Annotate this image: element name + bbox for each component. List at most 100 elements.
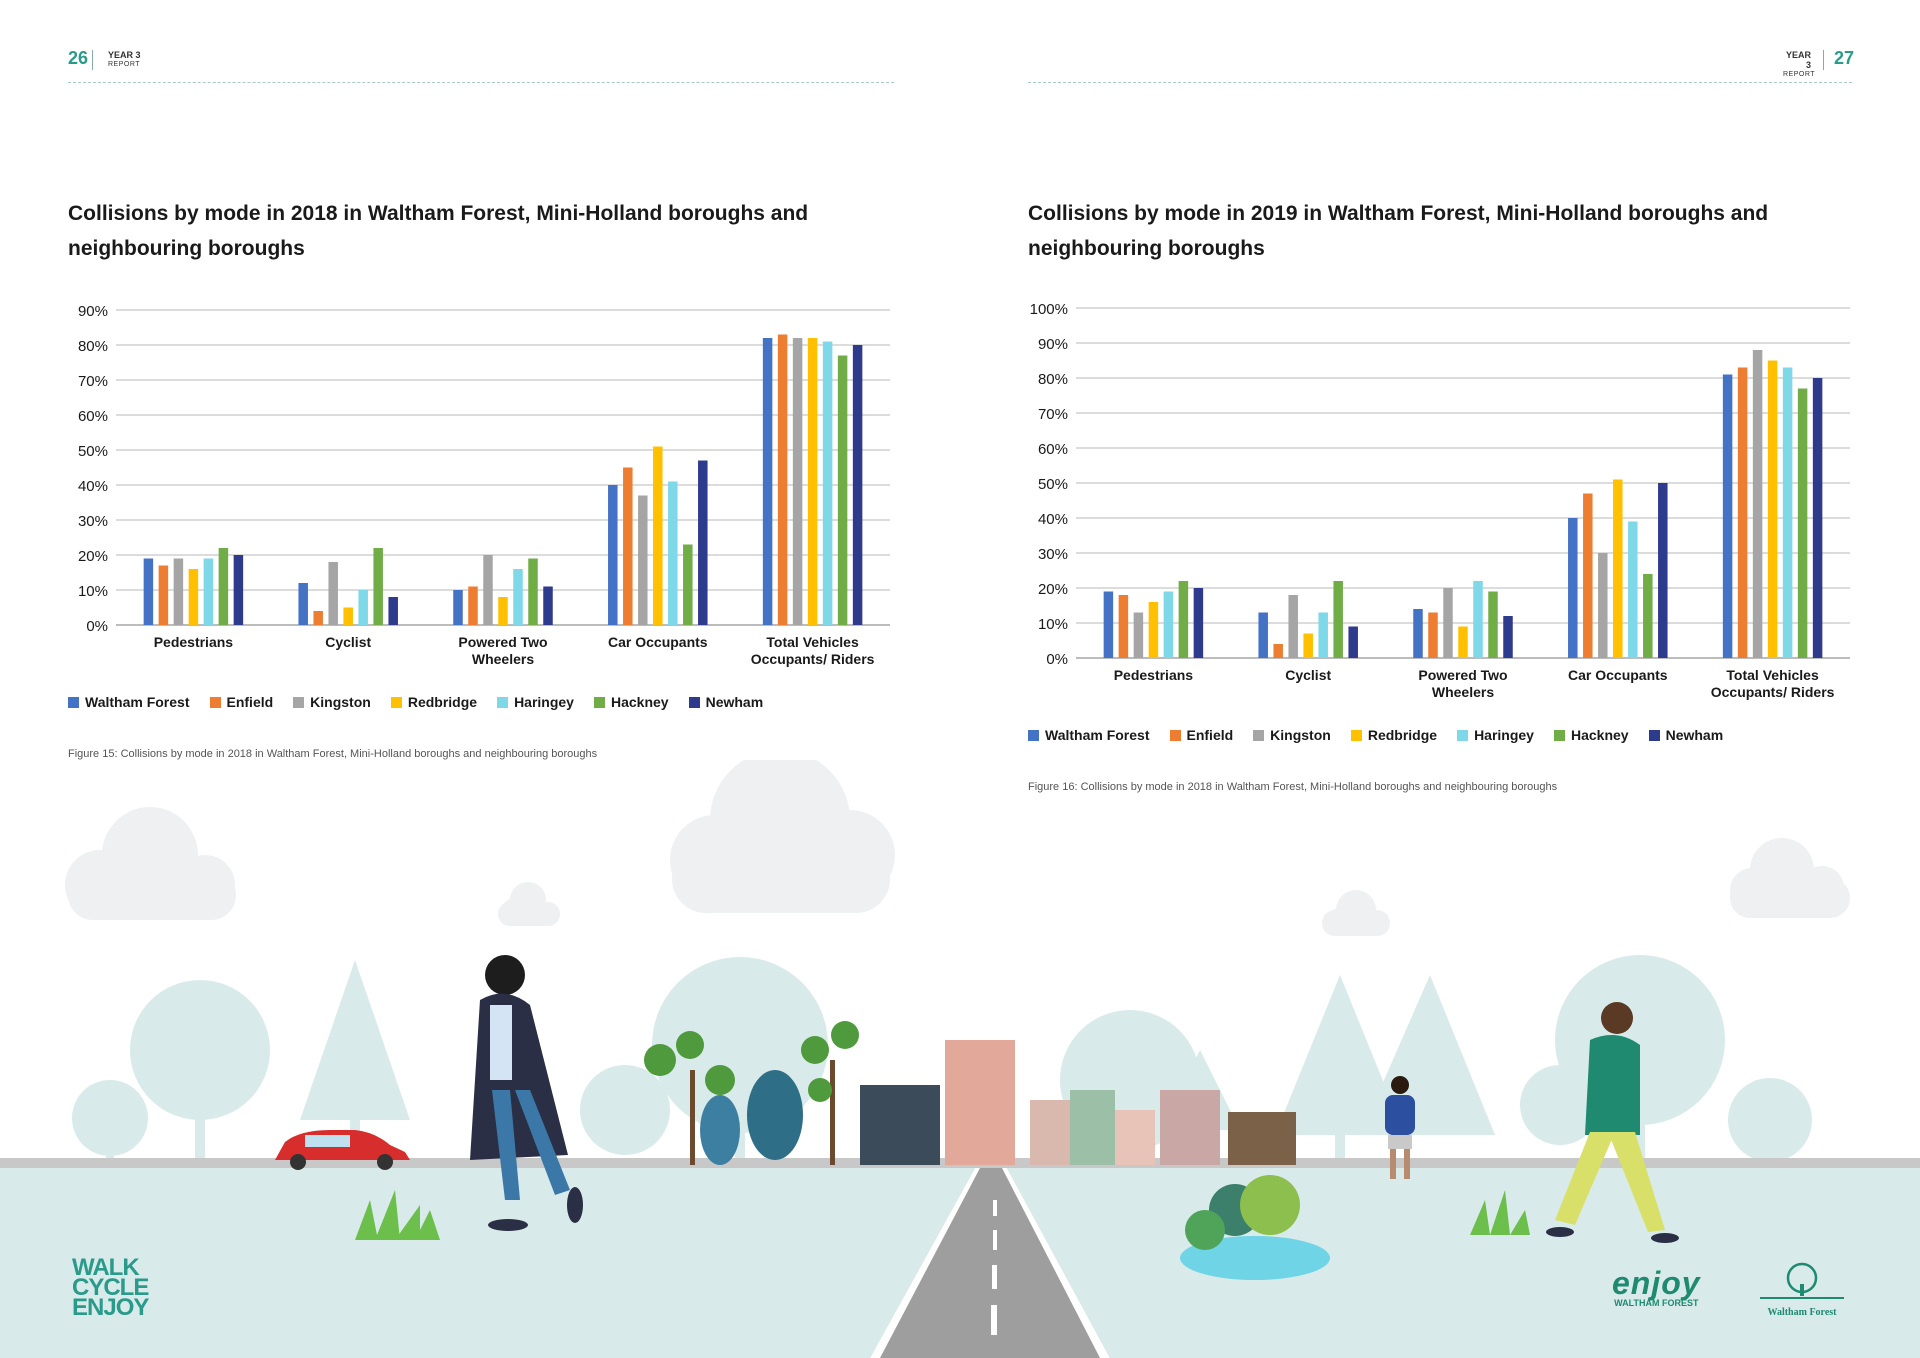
legend-label: Redbridge — [1367, 727, 1438, 743]
bar — [1288, 595, 1298, 658]
bar — [358, 590, 368, 625]
legend-item: Newham — [1648, 727, 1723, 743]
x-category-label: Wheelers — [1432, 684, 1494, 700]
right-page-number: 27 — [1834, 48, 1855, 68]
bar — [498, 597, 508, 625]
bar — [1118, 595, 1129, 658]
bar — [453, 590, 463, 625]
y-tick-label: 10% — [78, 583, 108, 600]
cloud-icon — [1730, 838, 1850, 918]
page-separator — [92, 50, 93, 70]
bar — [373, 548, 383, 625]
y-tick-label: 40% — [1038, 511, 1068, 528]
bar — [298, 583, 308, 625]
bar — [203, 558, 214, 625]
y-tick-label: 10% — [1038, 616, 1068, 633]
bar — [807, 338, 818, 625]
bar — [513, 569, 523, 625]
y-tick-label: 40% — [78, 478, 108, 495]
y-tick-label: 60% — [78, 408, 108, 425]
left-year-label: YEAR 3 REPORT — [108, 50, 141, 70]
logo-line: CYCLE — [72, 1274, 149, 1301]
legend-label: Haringey — [1474, 727, 1534, 743]
y-tick-label: 90% — [78, 303, 108, 320]
bar — [792, 338, 803, 625]
left-chart-legend: Waltham Forest Enfield Kingston Redbridge Ha… — [68, 694, 763, 710]
bar — [1258, 612, 1268, 658]
bar — [852, 345, 863, 625]
bar — [1722, 374, 1733, 658]
y-tick-label: 30% — [1038, 546, 1068, 563]
bar — [1193, 588, 1204, 658]
page-separator — [1823, 50, 1824, 70]
legend-swatch — [1648, 729, 1660, 741]
bar — [698, 460, 708, 625]
right-header-rule — [1028, 82, 1852, 83]
y-tick-label: 50% — [1038, 476, 1068, 493]
building-icon — [860, 1040, 1296, 1165]
bar — [543, 586, 553, 625]
bar — [1488, 591, 1498, 658]
y-tick-label: 0% — [86, 618, 108, 635]
person-standing-figure — [1385, 1076, 1415, 1179]
legend-label: Waltham Forest — [85, 694, 190, 710]
legend-item: Hackney — [1553, 727, 1629, 743]
bar — [1643, 574, 1653, 658]
cloud-icon — [1322, 890, 1390, 936]
bar — [1583, 493, 1593, 658]
legend-swatch — [1169, 729, 1181, 741]
y-tick-label: 80% — [78, 338, 108, 355]
bar — [328, 562, 338, 625]
logo-line: ENJOY — [72, 1294, 149, 1321]
legend-swatch — [1553, 729, 1565, 741]
bar — [1458, 626, 1468, 658]
bar — [1133, 612, 1144, 658]
y-tick-label: 0% — [1046, 651, 1068, 668]
legend-item: Enfield — [209, 694, 274, 710]
legend-swatch — [1253, 729, 1265, 741]
x-category-label: Cyclist — [325, 634, 371, 650]
bar — [158, 565, 169, 625]
y-tick-label: 50% — [78, 443, 108, 460]
legend-item: Kingston — [1253, 727, 1331, 743]
y-tick-label: 60% — [1038, 441, 1068, 458]
waltham-forest-council-logo: Waltham Forest — [1754, 1262, 1850, 1318]
bar — [233, 555, 244, 625]
legend-label: Hackney — [1570, 727, 1629, 743]
legend-item: Redbridge — [1350, 727, 1438, 743]
legend-swatch — [1028, 729, 1039, 741]
legend-label: Enfield — [226, 694, 274, 710]
legend-swatch — [209, 696, 221, 708]
legend-item: Haringey — [1457, 727, 1534, 743]
y-tick-label: 20% — [1038, 581, 1068, 598]
x-category-label: Car Occupants — [1568, 667, 1668, 683]
legend-item: Hackney — [593, 694, 669, 710]
right-chart-title: Collisions by mode in 2019 in Waltham Fo… — [1028, 202, 1769, 260]
street-scene-illustration — [0, 760, 1920, 1358]
bar — [188, 569, 199, 625]
y-tick-label: 100% — [1030, 301, 1068, 318]
bar — [1737, 367, 1748, 658]
left-chart-title: Collisions by mode in 2018 in Waltham Fo… — [68, 202, 809, 260]
bar — [143, 558, 154, 625]
legend-swatch — [293, 696, 305, 708]
bar — [1163, 591, 1174, 658]
cloud-icon — [65, 807, 236, 920]
legend-item: Waltham Forest — [1028, 727, 1150, 743]
bar — [1103, 591, 1114, 658]
report-text: REPORT — [108, 61, 141, 68]
bar — [1797, 388, 1808, 658]
y-tick-label: 80% — [1038, 371, 1068, 388]
bar — [1178, 581, 1189, 658]
bar — [1782, 367, 1793, 658]
left-page-number: 26 — [68, 48, 89, 68]
grass-icon — [355, 1190, 1530, 1240]
right-chart-legend: Waltham Forest Enfield Kingston Redbridge Ha… — [1028, 727, 1723, 743]
legend-swatch — [68, 696, 79, 708]
woman-walking-figure — [470, 955, 583, 1231]
x-category-label: Pedestrians — [1114, 667, 1194, 683]
bar — [1658, 483, 1668, 658]
bar — [1503, 616, 1513, 658]
legend-label: Kingston — [310, 694, 371, 710]
x-category-label: Wheelers — [472, 651, 534, 667]
